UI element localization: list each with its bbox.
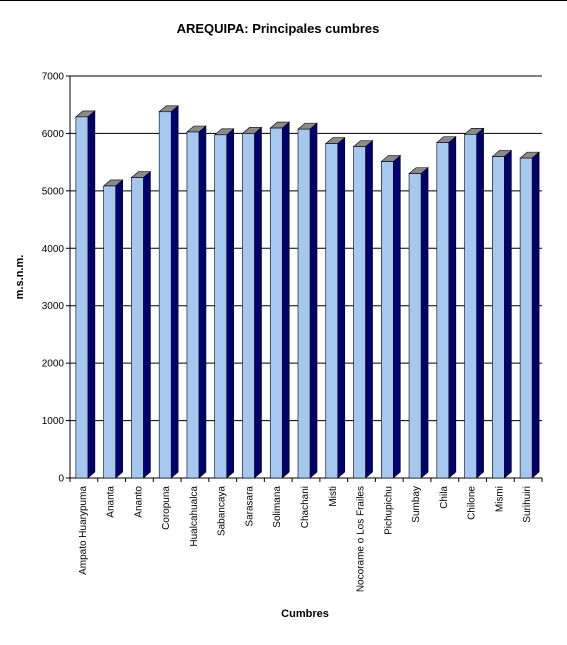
bar-front bbox=[492, 156, 505, 479]
bar-front bbox=[380, 161, 394, 479]
bar-side bbox=[476, 127, 484, 479]
bar-front bbox=[353, 146, 366, 479]
bar bbox=[75, 110, 96, 479]
bar-front bbox=[242, 133, 255, 479]
y-tick-label: 3000 bbox=[42, 301, 65, 312]
bar-side bbox=[448, 135, 457, 479]
bar bbox=[324, 136, 346, 479]
y-tick-label: 2000 bbox=[42, 359, 65, 370]
x-tick-label: Coropuna bbox=[161, 486, 172, 530]
bar bbox=[158, 105, 179, 479]
x-tick-label: Ampato Huarypuma bbox=[78, 486, 89, 575]
bar-side bbox=[531, 151, 540, 479]
bar-front bbox=[214, 134, 228, 479]
bar-side bbox=[420, 166, 429, 479]
x-tick-label: Chachani bbox=[300, 486, 311, 528]
bar-side bbox=[337, 136, 346, 479]
x-tick-label: Pichupichu bbox=[383, 486, 394, 535]
y-tick-labels: 0 1000 2000 3000 4000 5000 6000 7000 bbox=[42, 72, 65, 485]
bar-side bbox=[309, 122, 318, 479]
bar bbox=[186, 125, 207, 479]
bar-front bbox=[325, 143, 339, 479]
bar-front bbox=[269, 127, 283, 479]
bar bbox=[297, 122, 318, 479]
bar-front bbox=[297, 128, 311, 479]
x-axis-title: Cumbres bbox=[281, 608, 329, 620]
bar bbox=[519, 151, 540, 479]
y-tick-label: 4000 bbox=[42, 244, 65, 255]
top-border-line bbox=[0, 0, 567, 1]
bar-side bbox=[365, 139, 373, 479]
bar-side bbox=[392, 154, 401, 479]
bar bbox=[102, 179, 124, 479]
x-tick-label: Sumbay bbox=[411, 486, 422, 523]
bar bbox=[130, 170, 152, 479]
bar-front bbox=[519, 157, 533, 479]
bar-side bbox=[226, 128, 235, 479]
bar-side bbox=[254, 126, 262, 479]
y-tick-label: 0 bbox=[58, 474, 64, 485]
bar bbox=[241, 126, 263, 479]
axes bbox=[66, 75, 543, 482]
x-tick-label: Sarasara bbox=[244, 486, 255, 527]
bar bbox=[269, 121, 291, 479]
bar bbox=[436, 135, 457, 479]
y-tick-label: 1000 bbox=[42, 416, 65, 427]
x-tick-label: Surihuiri bbox=[522, 486, 533, 523]
bar bbox=[408, 166, 429, 479]
bar bbox=[380, 154, 402, 479]
bar-front bbox=[103, 185, 116, 479]
bar-front bbox=[186, 131, 200, 479]
bar-side bbox=[115, 179, 123, 479]
x-tick-label: Ananta bbox=[106, 486, 117, 518]
bar-side bbox=[504, 149, 512, 479]
bar-front bbox=[464, 133, 477, 479]
y-tick-label: 6000 bbox=[42, 129, 65, 140]
bars bbox=[75, 105, 540, 479]
bar-front bbox=[158, 111, 172, 479]
bar-front bbox=[75, 116, 89, 479]
x-tick-label: Nocorame o Los Frailes bbox=[356, 486, 367, 592]
x-tick-label: Solimana bbox=[272, 486, 283, 528]
y-tick-label: 5000 bbox=[42, 186, 65, 197]
bar-side bbox=[87, 110, 96, 479]
bar bbox=[463, 127, 485, 479]
y-tick-label: 7000 bbox=[42, 72, 65, 83]
x-tick-label: Chila bbox=[439, 486, 450, 509]
x-tick-label: Hualcahualca bbox=[189, 486, 200, 547]
x-tick-label: Ananto bbox=[133, 486, 144, 518]
bar-front bbox=[408, 173, 422, 479]
x-tick-labels: Ampato Huarypuma Ananta Ananto Coropuna Hual… bbox=[78, 486, 533, 593]
x-tick-label: Mismi bbox=[494, 486, 505, 512]
bar bbox=[491, 149, 513, 479]
x-tick-label: Sabancaya bbox=[217, 486, 228, 536]
bar-side bbox=[170, 105, 179, 479]
bar-side bbox=[281, 121, 290, 479]
bar-front bbox=[436, 142, 450, 479]
bar bbox=[213, 128, 235, 479]
x-tick-label: Misti bbox=[328, 486, 339, 507]
bar-front bbox=[131, 177, 144, 479]
x-tick-label: Chilone bbox=[467, 486, 478, 520]
bar-side bbox=[198, 125, 207, 479]
bar-side bbox=[143, 170, 151, 479]
chart-title: AREQUIPA: Principales cumbres bbox=[176, 21, 380, 36]
bar bbox=[352, 139, 374, 479]
